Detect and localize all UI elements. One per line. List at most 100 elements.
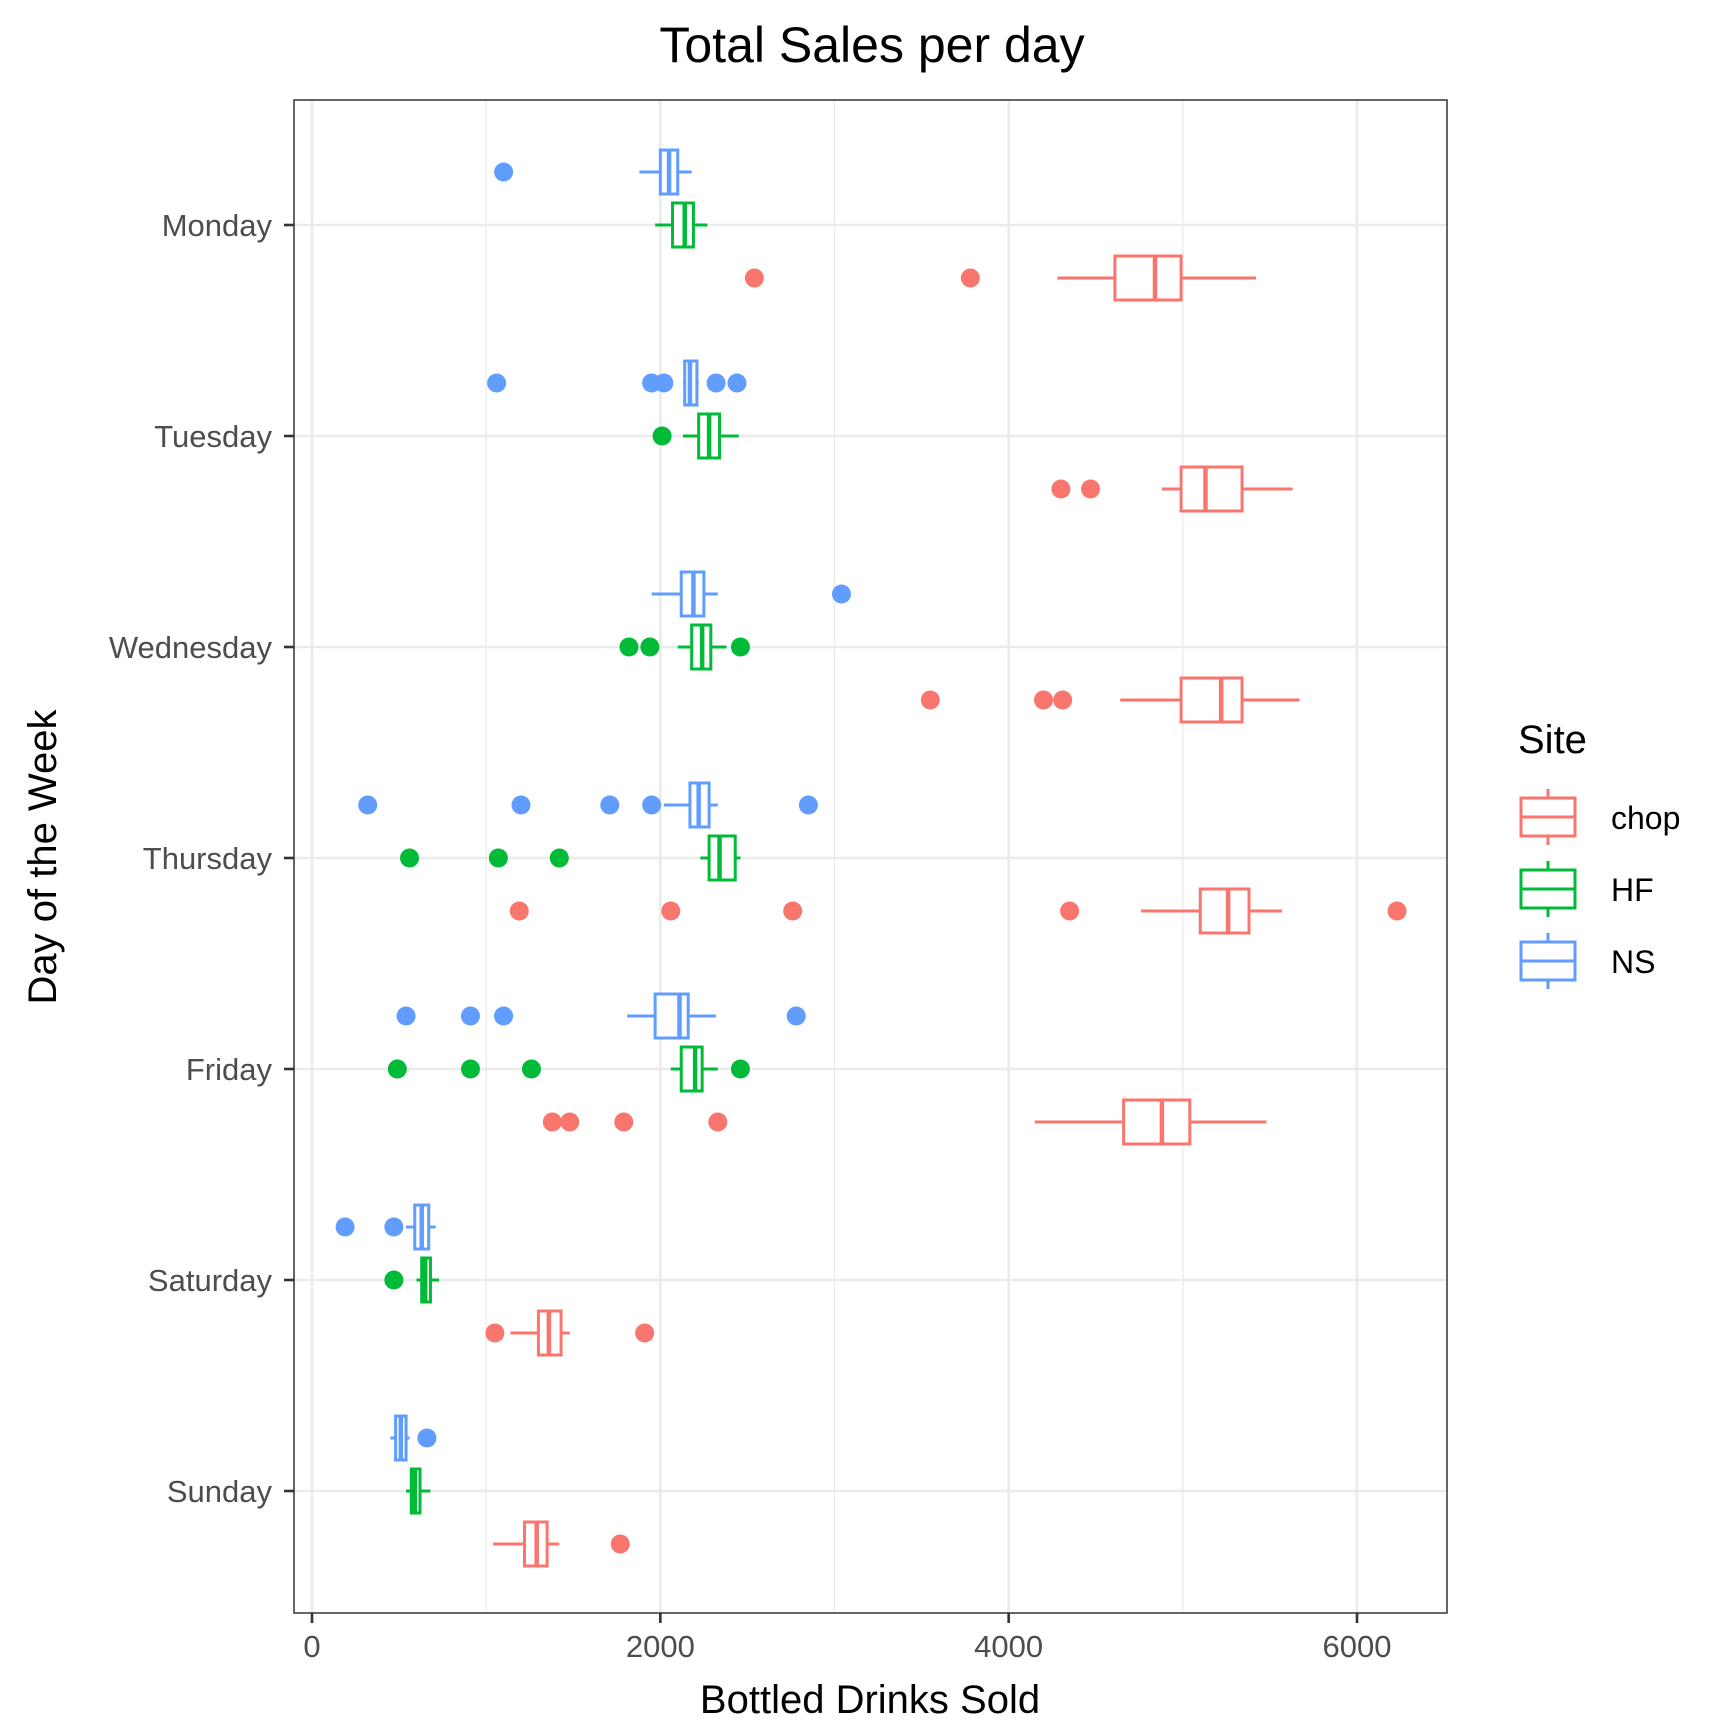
outlier-point xyxy=(661,901,681,921)
legend-item-HF: HF xyxy=(1519,861,1654,917)
box-NS-wednesday xyxy=(651,570,851,618)
outlier-point xyxy=(460,1059,480,1079)
box-chop-friday xyxy=(542,1098,1267,1146)
outlier-point xyxy=(560,1112,580,1132)
box-iqr xyxy=(653,992,690,1040)
box-chop-wednesday xyxy=(920,676,1300,724)
box-chop-monday xyxy=(744,254,1256,302)
outlier-point xyxy=(640,637,660,657)
box-HF-saturday xyxy=(384,1256,440,1304)
x-tick-label: 2000 xyxy=(626,1629,695,1664)
box-chop-saturday xyxy=(485,1309,655,1357)
box-HF-wednesday xyxy=(619,623,750,671)
outlier-point xyxy=(396,1006,416,1026)
panel-border xyxy=(293,99,1448,1614)
y-tick-label: Tuesday xyxy=(154,419,272,454)
y-axis: Monday Tuesday Wednesday Thursday Friday Satu… xyxy=(109,208,294,1509)
box-HF-tuesday xyxy=(652,412,739,460)
outlier-point xyxy=(494,162,514,182)
box-NS-friday xyxy=(396,992,806,1040)
box-iqr xyxy=(1179,465,1244,513)
box-iqr xyxy=(707,834,737,882)
outlier-point xyxy=(488,848,508,868)
outlier-point xyxy=(654,373,674,393)
outlier-point xyxy=(614,1112,634,1132)
legend: Site chop HF NS xyxy=(1518,718,1680,989)
box-iqr xyxy=(1122,1098,1192,1146)
box-chop-sunday xyxy=(493,1520,630,1568)
y-axis-title: Day of the Week xyxy=(21,709,65,1005)
outlier-point xyxy=(549,848,569,868)
outlier-point xyxy=(460,1006,480,1026)
box-iqr xyxy=(1113,254,1183,302)
box-HF-thursday xyxy=(400,834,741,882)
panel-background xyxy=(294,100,1447,1613)
box-layer xyxy=(335,148,1407,1568)
outlier-point xyxy=(358,795,378,815)
y-tick-label: Thursday xyxy=(143,841,273,876)
y-tick-label: Saturday xyxy=(148,1263,273,1298)
outlier-point xyxy=(744,268,764,288)
box-chop-tuesday xyxy=(1051,465,1293,513)
outlier-point xyxy=(542,1112,562,1132)
outlier-point xyxy=(335,1217,355,1237)
outlier-point xyxy=(400,848,420,868)
outlier-point xyxy=(642,795,662,815)
box-NS-thursday xyxy=(358,781,818,829)
outlier-point xyxy=(619,637,639,657)
x-axis: 0 2000 4000 6000 xyxy=(303,1613,1391,1664)
box-HF-monday xyxy=(655,201,708,249)
box-chop-thursday xyxy=(509,887,1407,935)
outlier-point xyxy=(1034,690,1053,710)
outlier-point xyxy=(1053,690,1073,710)
outlier-point xyxy=(494,1006,514,1026)
outlier-point xyxy=(786,1006,806,1026)
legend-label: NS xyxy=(1611,944,1655,980)
outlier-point xyxy=(798,795,818,815)
outlier-point xyxy=(600,795,620,815)
outlier-point xyxy=(652,426,672,446)
x-tick-label: 0 xyxy=(303,1629,320,1664)
outlier-point xyxy=(384,1217,404,1237)
outlier-point xyxy=(730,637,750,657)
outlier-point xyxy=(783,901,803,921)
outlier-point xyxy=(706,373,726,393)
outlier-point xyxy=(511,795,531,815)
outlier-point xyxy=(384,1270,404,1290)
outlier-point xyxy=(635,1323,655,1343)
box-HF-friday xyxy=(387,1045,750,1093)
chart-title: Total Sales per day xyxy=(659,17,1084,73)
plot-panel xyxy=(293,99,1448,1614)
legend-item-NS: NS xyxy=(1519,933,1655,989)
outlier-point xyxy=(920,690,940,710)
box-NS-monday xyxy=(494,148,692,196)
outlier-point xyxy=(485,1323,505,1343)
box-NS-tuesday xyxy=(487,359,747,407)
box-NS-saturday xyxy=(335,1203,436,1251)
box-NS-sunday xyxy=(390,1414,437,1462)
minor-gridlines xyxy=(485,100,1184,1613)
box-iqr xyxy=(1198,887,1251,935)
y-tick-label: Sunday xyxy=(167,1474,273,1509)
outlier-point xyxy=(610,1534,630,1554)
y-tick-label: Friday xyxy=(186,1052,273,1087)
legend-label: chop xyxy=(1611,800,1680,836)
y-tick-label: Wednesday xyxy=(109,630,273,665)
x-tick-label: 6000 xyxy=(1323,1629,1392,1664)
outlier-point xyxy=(521,1059,541,1079)
y-tick-label: Monday xyxy=(162,208,273,243)
major-gridlines xyxy=(294,100,1447,1613)
legend-keys: chop HF NS xyxy=(1519,789,1680,989)
outlier-point xyxy=(1051,479,1071,499)
outlier-point xyxy=(1060,901,1080,921)
box-iqr xyxy=(1179,676,1244,724)
x-tick-label: 4000 xyxy=(974,1629,1043,1664)
outlier-point xyxy=(1081,479,1101,499)
legend-item-chop: chop xyxy=(1519,789,1680,845)
outlier-point xyxy=(509,901,529,921)
x-axis-title: Bottled Drinks Sold xyxy=(700,1678,1040,1722)
outlier-point xyxy=(1387,901,1407,921)
outlier-point xyxy=(417,1428,437,1448)
outlier-point xyxy=(487,373,507,393)
